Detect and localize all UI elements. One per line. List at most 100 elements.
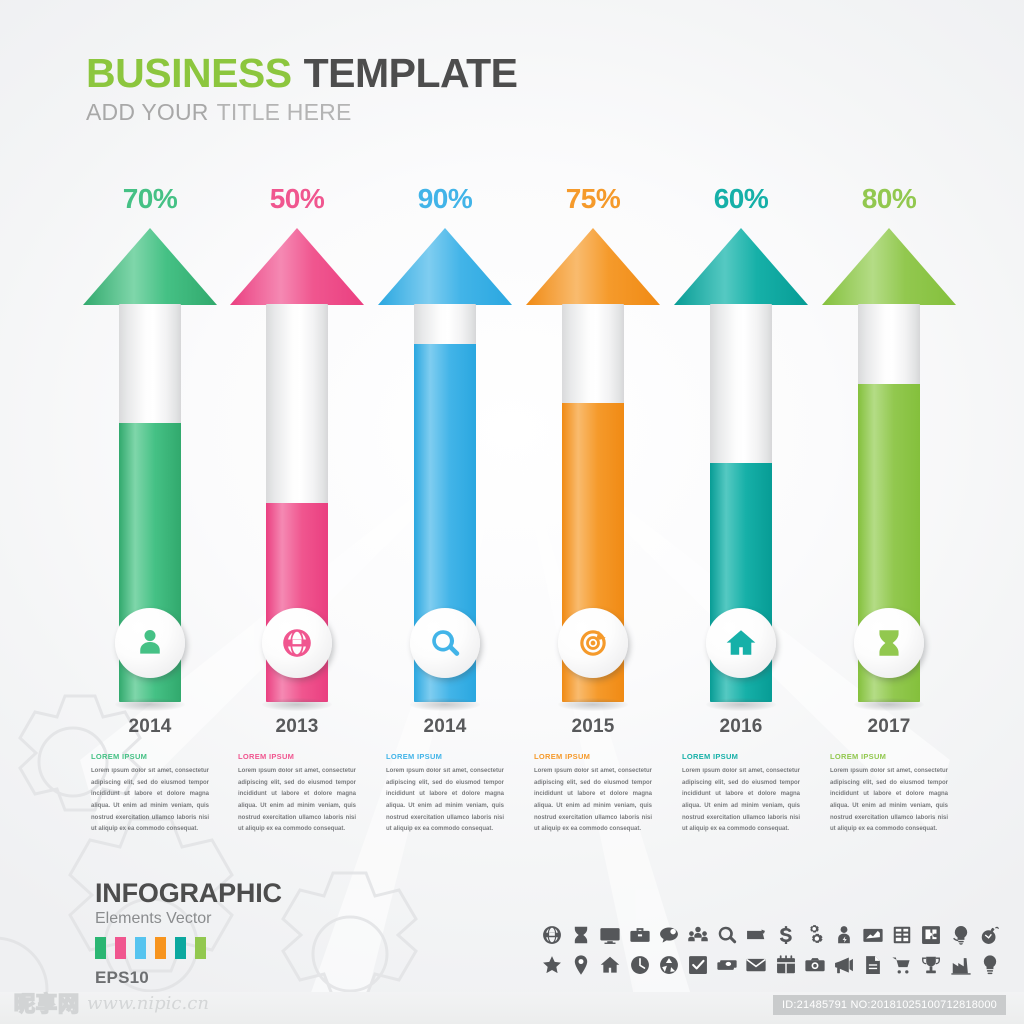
arrow-column[interactable]: 90% 2014 LOREM IPSUM Lorem ipsum dolor sit …: [370, 0, 520, 1024]
color-swatch: [155, 937, 166, 959]
puzzle-icon: [920, 924, 942, 946]
year-label: 2015: [571, 716, 615, 737]
description-heading: LOREM IPSUM: [830, 752, 887, 761]
arrow-column[interactable]: 60% 2016 LOREM IPSUM Lorem ipsum dolor sit …: [666, 0, 816, 1024]
trophy-icon: [920, 954, 942, 976]
year-label: 2013: [275, 716, 319, 737]
year-label: 2017: [867, 716, 911, 737]
building-icon: [891, 924, 913, 946]
title-word-template: TEMPLATE: [303, 50, 518, 96]
description-block: LOREM IPSUM Lorem ipsum dolor sit amet, c…: [91, 752, 209, 836]
subtitle-part-a: ADD YOUR: [86, 99, 209, 126]
description-body: Lorem ipsum dolor sit amet, consectetur …: [238, 768, 356, 833]
year-label: 2016: [719, 716, 763, 737]
brand-eps-label: EPS10: [95, 968, 149, 987]
description-block: LOREM IPSUM Lorem ipsum dolor sit amet, c…: [534, 752, 652, 836]
brand-title: INFOGRAPHIC: [95, 878, 282, 908]
arrow-column[interactable]: 75% 2015 LOREM IPSUM Lorem ipsum dolor sit …: [518, 0, 668, 1024]
arrow-column[interactable]: 80% 2017 LOREM IPSUM Lorem ipsum dolor sit …: [814, 0, 964, 1024]
badge-user-icon[interactable]: [115, 608, 185, 678]
envelope-icon: [745, 954, 767, 976]
bomb-icon: [979, 924, 1001, 946]
gears-icon: [804, 924, 826, 946]
color-swatch: [115, 937, 126, 959]
badge-home-icon[interactable]: [706, 608, 776, 678]
watermark-logo: 昵享网: [13, 991, 80, 1017]
checkbox-icon: [687, 954, 709, 976]
dollar-icon: [775, 924, 797, 946]
arrow-head-icon: [230, 228, 364, 305]
percent-label: 75%: [565, 183, 621, 214]
subtitle-part-b: TITLE HERE: [216, 99, 352, 126]
briefcase-icon: [629, 924, 651, 946]
icon-library-grid: [541, 920, 1001, 980]
watermark-url: www.nipic.cn: [87, 992, 209, 1014]
description-body: Lorem ipsum dolor sit amet, consectetur …: [534, 768, 652, 833]
page-title: BUSINESS TEMPLATE: [86, 50, 518, 96]
badge-search-icon[interactable]: [410, 608, 480, 678]
icon-grid-row-2: [541, 950, 1001, 980]
bag-icon: [745, 924, 767, 946]
color-swatch: [175, 937, 186, 959]
column-shadow: [854, 698, 924, 711]
clock-icon: [629, 954, 651, 976]
color-swatch: [195, 937, 206, 959]
description-heading: LOREM IPSUM: [238, 752, 295, 761]
column-shadow: [706, 698, 776, 711]
description-heading: LOREM IPSUM: [682, 752, 739, 761]
percent-label: 80%: [861, 183, 917, 214]
hourglass-icon: [570, 924, 592, 946]
monitor-icon: [599, 924, 621, 946]
column-shadow: [115, 698, 185, 711]
page-header: BUSINESS TEMPLATE ADD YOUR TITLE HERE: [86, 50, 518, 126]
badge-target-icon[interactable]: [558, 608, 628, 678]
arrow-head-icon: [674, 228, 808, 305]
megaphone-icon: [833, 954, 855, 976]
arrow-head-icon: [822, 228, 956, 305]
description-heading: LOREM IPSUM: [91, 752, 148, 761]
color-swatch-row: [95, 937, 282, 959]
description-block: LOREM IPSUM Lorem ipsum dolor sit amet, c…: [386, 752, 504, 836]
year-label: 2014: [423, 716, 467, 737]
lightbulb-icon: [979, 954, 1001, 976]
color-swatch: [95, 937, 106, 959]
watermark-brand: 昵享网 www.nipic.cn: [13, 988, 209, 1018]
globe-icon: [541, 924, 563, 946]
watermark-id: ID:21485791 NO:20181025100712818000: [773, 995, 1006, 1015]
home-icon: [599, 954, 621, 976]
person-idea-icon: [833, 924, 855, 946]
factory-icon: [950, 954, 972, 976]
cash-icon: [716, 954, 738, 976]
arrow-head-icon: [526, 228, 660, 305]
arrow-head-icon: [83, 228, 217, 305]
document-icon: [862, 954, 884, 976]
brand-subtitle: Elements Vector: [95, 910, 212, 927]
icon-grid-row-1: [541, 920, 1001, 950]
arrow-column[interactable]: 50% 2013 LOREM IPSUM Lorem ipsum dolor sit …: [222, 0, 372, 1024]
description-block: LOREM IPSUM Lorem ipsum dolor sit amet, c…: [682, 752, 800, 836]
percent-label: 50%: [269, 183, 325, 214]
recycle-icon: [658, 954, 680, 976]
calendar-icon: [775, 954, 797, 976]
group-icon: [687, 924, 709, 946]
camera-icon: [804, 954, 826, 976]
description-body: Lorem ipsum dolor sit amet, consectetur …: [91, 768, 209, 833]
percent-label: 70%: [122, 183, 178, 214]
location-pin-icon: [570, 954, 592, 976]
arrow-head-icon: [378, 228, 512, 305]
badge-globe-grid-icon[interactable]: [262, 608, 332, 678]
description-block: LOREM IPSUM Lorem ipsum dolor sit amet, c…: [238, 752, 356, 836]
arrow-column[interactable]: 70% 2014 LOREM IPSUM Lorem ipsum dolor sit …: [75, 0, 225, 1024]
description-body: Lorem ipsum dolor sit amet, consectetur …: [682, 768, 800, 833]
hand-idea-icon: [950, 924, 972, 946]
badge-hourglass-icon[interactable]: [854, 608, 924, 678]
description-body: Lorem ipsum dolor sit amet, consectetur …: [386, 768, 504, 833]
column-shadow: [558, 698, 628, 711]
chat-bubble-icon: [658, 924, 680, 946]
column-shadow: [410, 698, 480, 711]
star-icon: [541, 954, 563, 976]
search-icon: [716, 924, 738, 946]
description-block: LOREM IPSUM Lorem ipsum dolor sit amet, c…: [830, 752, 948, 836]
shopping-cart-icon: [891, 954, 913, 976]
